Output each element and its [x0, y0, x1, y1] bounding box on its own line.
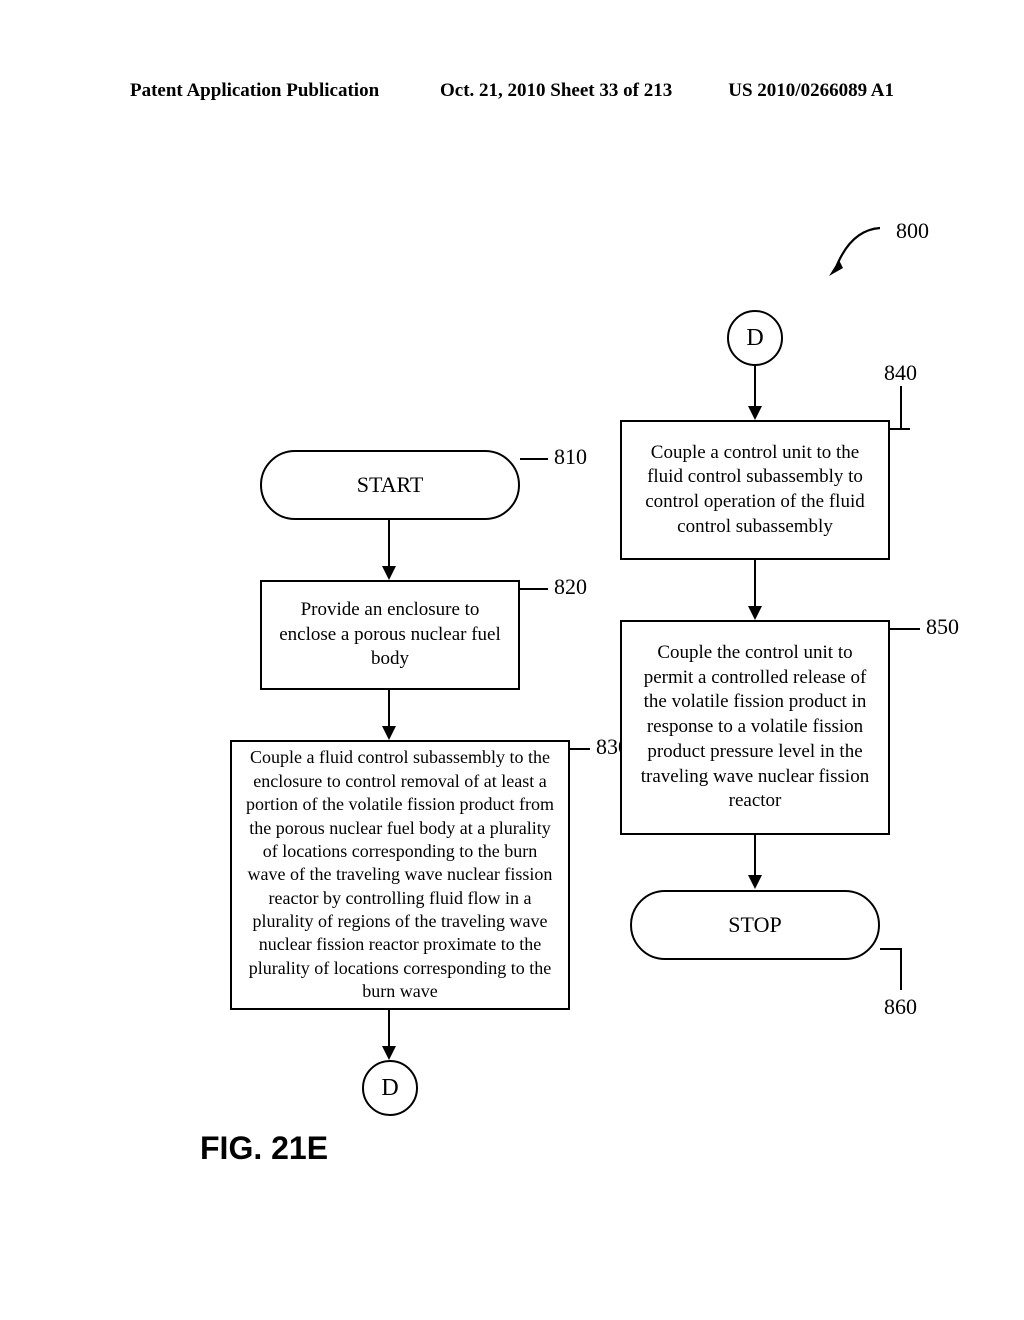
ref-label-800: 800: [896, 218, 929, 244]
ref-tick-840: [900, 386, 902, 428]
process-820: Provide an enclosure to enclose a porous…: [260, 580, 520, 690]
header-right: US 2010/0266089 A1: [728, 80, 894, 102]
arrow-head-820-830: [382, 726, 396, 740]
stop-terminal: STOP: [630, 890, 880, 960]
ref-line-840: [890, 428, 910, 430]
arrow-840-850: [754, 560, 756, 606]
ref-arrow-800: [825, 220, 895, 280]
process-830-text: Couple a fluid control subassembly to th…: [246, 746, 554, 1003]
figure-label: FIG. 21E: [200, 1130, 328, 1167]
connector-D-right: D: [727, 310, 783, 366]
arrow-head-D-840: [748, 406, 762, 420]
connector-D-left: D: [362, 1060, 418, 1116]
process-840: Couple a control unit to the fluid contr…: [620, 420, 890, 560]
arrow-D-840: [754, 366, 756, 406]
ref-label-840: 840: [884, 360, 917, 386]
arrow-810-820: [388, 520, 390, 566]
header-left: Patent Application Publication: [130, 80, 379, 102]
stop-label: STOP: [728, 912, 781, 938]
arrow-head-830-D: [382, 1046, 396, 1060]
ref-label-860: 860: [884, 994, 917, 1020]
flowchart-diagram: 800 START 810 Provide an enclosure to en…: [130, 250, 894, 1120]
start-label: START: [357, 472, 424, 498]
page: Patent Application Publication Oct. 21, …: [0, 0, 1024, 1320]
connector-D-right-label: D: [746, 325, 763, 352]
connector-D-left-label: D: [381, 1075, 398, 1102]
arrow-head-810-820: [382, 566, 396, 580]
ref-label-850: 850: [926, 614, 959, 640]
header-center: Oct. 21, 2010 Sheet 33 of 213: [440, 80, 672, 102]
process-820-text: Provide an enclosure to enclose a porous…: [276, 598, 504, 672]
ref-line-850: [890, 628, 920, 630]
process-840-text: Couple a control unit to the fluid contr…: [636, 441, 874, 540]
ref-line-810: [520, 458, 548, 460]
arrow-820-830: [388, 690, 390, 726]
ref-line-860-b: [900, 948, 902, 990]
process-830: Couple a fluid control subassembly to th…: [230, 740, 570, 1010]
ref-label-820: 820: [554, 574, 587, 600]
arrow-830-D: [388, 1010, 390, 1046]
ref-line-860-a: [880, 948, 900, 950]
ref-line-830: [570, 748, 590, 750]
start-terminal: START: [260, 450, 520, 520]
arrow-head-840-850: [748, 606, 762, 620]
arrow-850-stop: [754, 835, 756, 875]
ref-label-810: 810: [554, 444, 587, 470]
process-850: Couple the control unit to permit a cont…: [620, 620, 890, 835]
arrow-head-850-stop: [748, 875, 762, 889]
ref-line-820: [520, 588, 548, 590]
process-850-text: Couple the control unit to permit a cont…: [636, 641, 874, 814]
